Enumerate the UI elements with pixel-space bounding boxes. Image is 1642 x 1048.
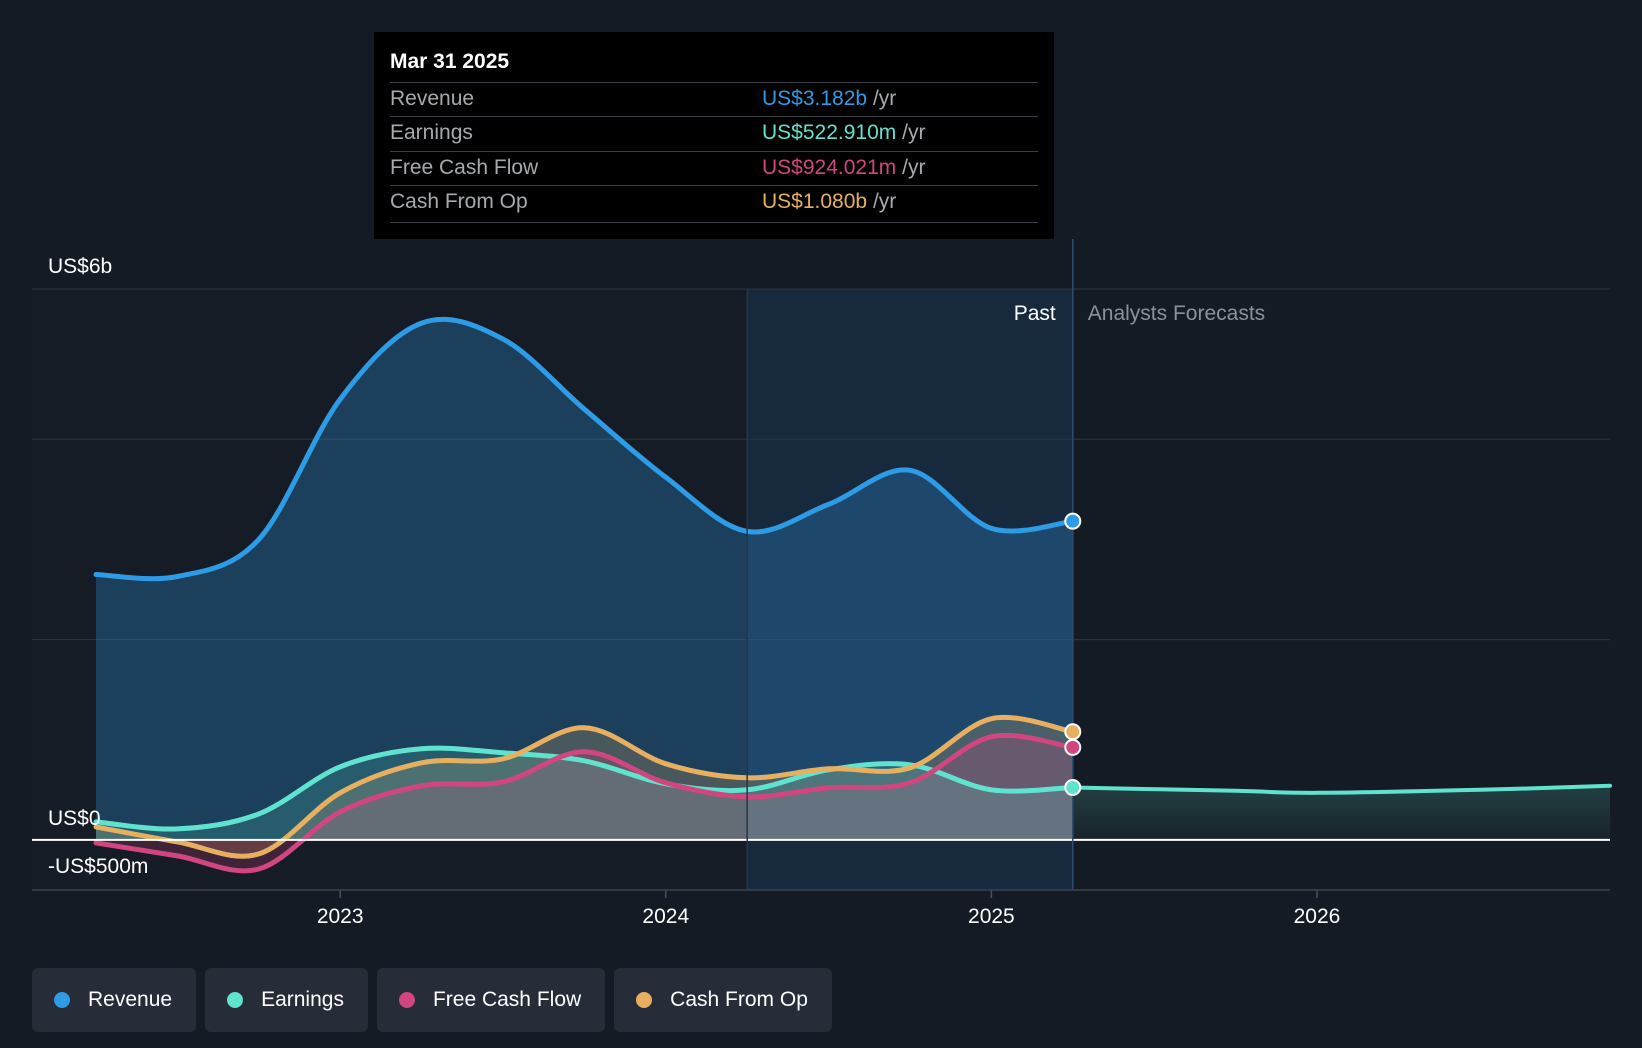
earnings-line [93, 745, 1076, 832]
legend-free-cash-flow[interactable]: Free Cash Flow [376, 968, 606, 1032]
tooltip-date: Mar 31 2025 [390, 50, 510, 73]
tooltip-unit: /yr [872, 190, 897, 213]
revenue-line [93, 316, 1076, 582]
tooltip-row-revenue: Revenue US$3.182b /yr [390, 82, 1038, 117]
earnings-forecast-line [1070, 783, 1612, 795]
tooltip-revenue-value: US$3.182b [762, 87, 868, 110]
x-tick-label: 2023 [317, 905, 364, 928]
tooltip-label: Revenue [390, 87, 475, 110]
x-axis-labels: 2023 2024 2025 2026 [32, 889, 1610, 928]
x-tick-label: 2025 [968, 905, 1015, 928]
tooltip-value: US$3.182b /yr [762, 87, 896, 111]
cfo-end-marker[interactable] [1064, 723, 1082, 741]
legend-label: Earnings [261, 988, 344, 1011]
tooltip-value: US$1.080b /yr [762, 190, 896, 214]
fcf-area [96, 735, 1073, 871]
y-tick-label: -US$500m [48, 855, 148, 878]
tooltip-row-fcf: Free Cash Flow US$924.021m /yr [390, 151, 1038, 186]
tooltip-row-cfo: Cash From Op US$1.080b /yr [390, 185, 1038, 220]
tooltip-cfo-value: US$1.080b [762, 190, 868, 213]
earnings-end-marker[interactable] [1064, 779, 1082, 797]
series-lines [93, 316, 1612, 874]
tooltip-label: Earnings [390, 121, 473, 144]
tooltip-divider [390, 222, 1038, 223]
tooltip-unit: /yr [902, 121, 926, 144]
series-areas [96, 319, 1610, 871]
fcf-end-marker[interactable] [1064, 738, 1082, 756]
cfo-dot-icon [636, 992, 653, 1008]
x-tick-label: 2024 [642, 905, 689, 928]
tooltip-earnings-value: US$522.910m [762, 121, 897, 144]
legend-cash-from-op[interactable]: Cash From Op [614, 968, 832, 1032]
tooltip-value: US$924.021m /yr [762, 156, 925, 180]
legend-label: Free Cash Flow [432, 988, 582, 1011]
revenue-area [96, 319, 1073, 840]
legend-revenue[interactable]: Revenue [32, 968, 197, 1032]
tooltip-unit: /yr [902, 156, 926, 179]
tooltip-label: Free Cash Flow [390, 156, 539, 179]
y-tick-label: US$0 [48, 807, 101, 830]
legend-earnings[interactable]: Earnings [205, 968, 368, 1032]
revenue-dot-icon [54, 992, 70, 1008]
tooltip: Mar 31 2025 Revenue US$3.182b /yr Earnin… [374, 32, 1054, 239]
tooltip-unit: /yr [872, 87, 897, 110]
tooltip-label: Cash From Op [390, 190, 528, 213]
cfo-area [96, 717, 1073, 857]
legend-label: Revenue [88, 988, 173, 1011]
earnings-dot-icon [227, 992, 244, 1008]
legend: Revenue Earnings Free Cash Flow Cash Fro… [32, 968, 832, 1032]
fcf-dot-icon [398, 992, 415, 1008]
x-tick-label: 2026 [1294, 905, 1341, 928]
legend-label: Cash From Op [670, 988, 808, 1011]
tooltip-fcf-value: US$924.021m [762, 156, 897, 179]
cfo-line [93, 715, 1076, 859]
forecast-label: Analysts Forecasts [1088, 302, 1265, 325]
tooltip-value: US$522.910m /yr [762, 121, 925, 145]
revenue-end-marker[interactable] [1064, 512, 1082, 530]
series-end-markers [1064, 512, 1082, 797]
y-tick-label: US$6b [48, 255, 112, 278]
earnings-forecast-area [1072, 785, 1610, 840]
tooltip-row-earnings: Earnings US$522.910m /yr [390, 116, 1038, 151]
fcf-line [93, 732, 1076, 874]
past-label: Past [1014, 302, 1056, 325]
y-axis-labels: US$6b US$0 -US$500m [48, 255, 148, 878]
